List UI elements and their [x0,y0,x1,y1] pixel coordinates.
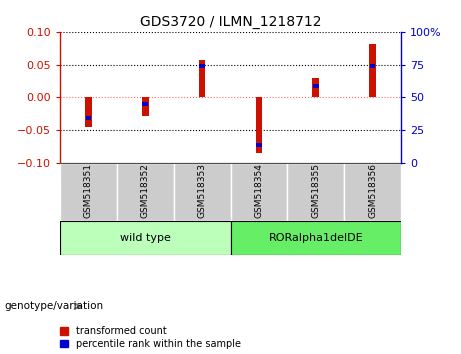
Bar [60,221,230,255]
Bar [142,102,148,106]
Text: GSM518356: GSM518356 [368,163,377,218]
Bar [60,163,117,221]
Bar [85,97,92,127]
Bar [86,116,91,120]
Title: GDS3720 / ILMN_1218712: GDS3720 / ILMN_1218712 [140,16,321,29]
Text: GSM518352: GSM518352 [141,163,150,218]
Bar [369,44,376,97]
Bar [313,84,319,88]
Text: genotype/variation: genotype/variation [5,301,104,311]
Text: wild type: wild type [120,233,171,243]
Legend: transformed count, percentile rank within the sample: transformed count, percentile rank withi… [60,326,241,349]
Bar [117,163,174,221]
Bar [142,97,148,116]
Bar [199,60,206,97]
Bar [230,163,287,221]
Bar [344,163,401,221]
Bar [256,143,262,147]
Bar [174,163,230,221]
Bar [230,221,401,255]
Bar [370,64,375,68]
Text: RORalpha1delDE: RORalpha1delDE [268,233,363,243]
Bar [255,97,262,153]
Bar [313,78,319,97]
Text: GSM518353: GSM518353 [198,163,207,218]
Text: GSM518351: GSM518351 [84,163,93,218]
Bar [287,163,344,221]
Text: GSM518354: GSM518354 [254,163,263,218]
Text: GSM518355: GSM518355 [311,163,320,218]
Bar [199,64,205,68]
